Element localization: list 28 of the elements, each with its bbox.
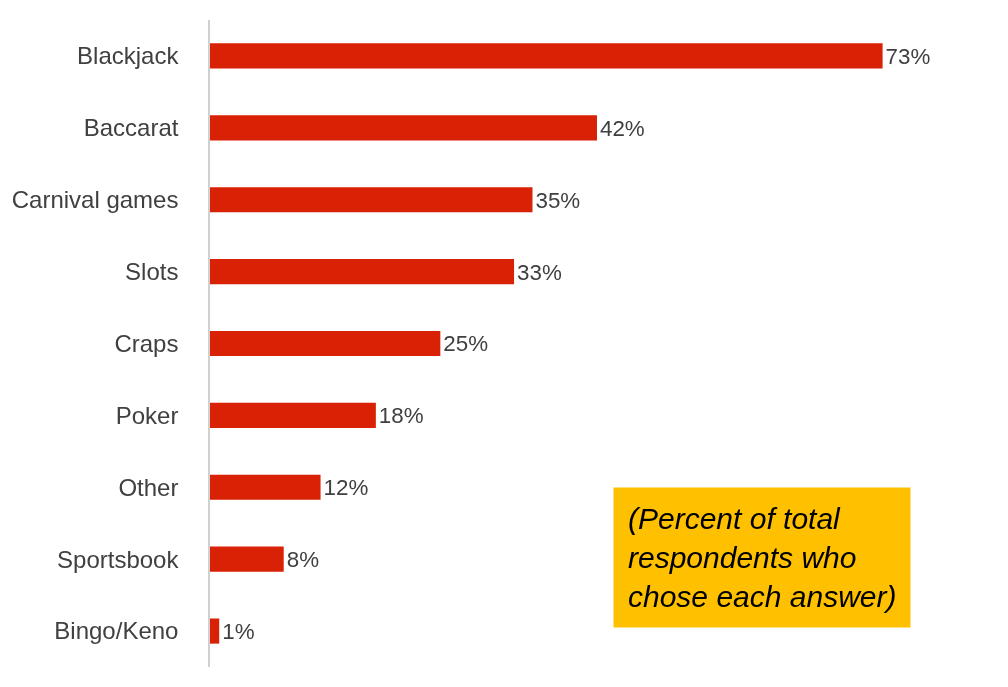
y-tick-label: Carnival games	[11, 186, 179, 214]
bar	[210, 474, 321, 500]
data-label: 73%	[885, 43, 931, 69]
y-tick-label: Sportsbook	[57, 545, 180, 573]
bar	[210, 259, 515, 285]
y-tick-label: Poker	[115, 401, 179, 429]
y-tick-label: Baccarat	[83, 114, 179, 142]
y-tick-label: Bingo/Keno	[54, 617, 179, 645]
y-tick-label: Other	[118, 473, 179, 501]
bar	[210, 618, 220, 644]
y-tick-label: Craps	[114, 329, 179, 357]
bar	[210, 187, 533, 213]
y-tick-label: Blackjack	[77, 42, 180, 70]
data-label: 12%	[323, 475, 369, 501]
y-tick-label: Slots	[125, 258, 179, 286]
annotation: (Percent of total respondents who chose each answer)	[628, 502, 897, 613]
data-label: 42%	[599, 115, 645, 141]
bar	[210, 402, 376, 428]
data-label: 33%	[517, 259, 562, 285]
data-label: 35%	[535, 187, 581, 213]
data-label: 1%	[222, 618, 255, 644]
bar	[210, 115, 597, 141]
data-label: 8%	[286, 547, 320, 573]
bar	[210, 43, 883, 69]
data-label: 18%	[378, 403, 424, 429]
bar	[210, 546, 284, 572]
bar	[210, 330, 441, 357]
data-label: 25%	[443, 331, 489, 357]
